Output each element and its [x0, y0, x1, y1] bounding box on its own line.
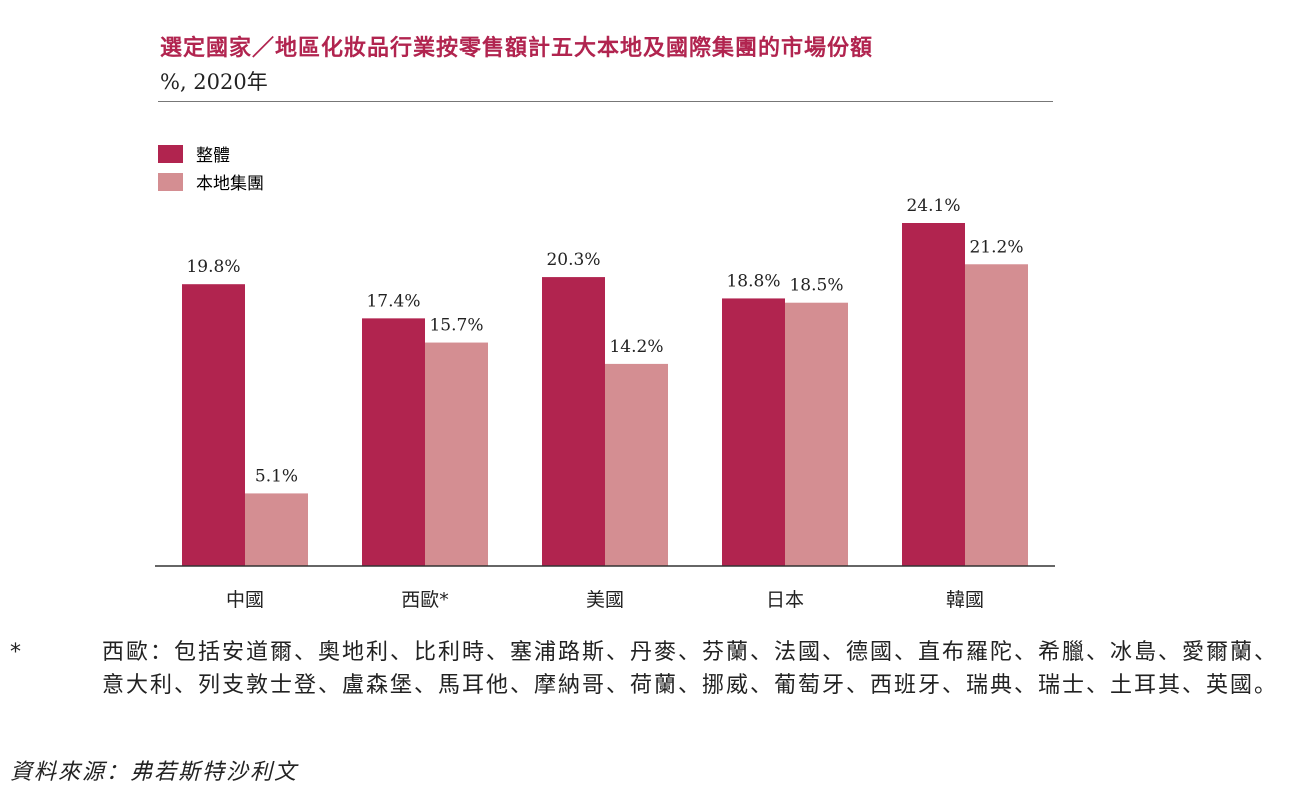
- x-tick-label: 西歐*: [401, 589, 449, 611]
- footnote: * 西歐：包括安道爾、奧地利、比利時、塞浦路斯、丹麥、芬蘭、法國、德國、直布羅陀…: [10, 636, 1290, 702]
- legend: 整體 本地集團: [158, 145, 264, 194]
- data-label: 24.1%: [906, 196, 960, 216]
- legend-swatch-local: [158, 173, 183, 191]
- bar-local: [245, 493, 308, 566]
- data-label: 19.8%: [186, 257, 240, 277]
- data-label: 18.5%: [789, 276, 843, 296]
- title-divider: [158, 101, 1053, 102]
- x-tick-label: 韓國: [946, 589, 984, 611]
- bars-group: 19.8% 5.1% 17.4% 15.7% 20.3% 14.2% 18.8% 18.5% 2…: [182, 196, 1028, 566]
- x-tick-label: 美國: [586, 589, 624, 611]
- source-note: 資料來源：弗若斯特沙利文: [10, 760, 299, 785]
- data-label: 5.1%: [255, 466, 298, 486]
- legend-label-overall: 整體: [196, 146, 230, 166]
- bar-local: [425, 342, 488, 566]
- bar-local: [965, 264, 1028, 566]
- x-tick-label: 日本: [766, 589, 804, 611]
- data-label: 15.7%: [429, 316, 483, 336]
- footnote-text: 西歐：包括安道爾、奧地利、比利時、塞浦路斯、丹麥、芬蘭、法國、德國、直布羅陀、希…: [102, 640, 1279, 698]
- data-label: 21.2%: [969, 237, 1023, 257]
- bar-local: [785, 302, 848, 566]
- data-label: 18.8%: [726, 271, 780, 291]
- bar-overall: [182, 284, 245, 566]
- chart-title: 選定國家／地區化妝品行業按零售額計五大本地及國際集團的市場份額: [160, 36, 874, 61]
- bar-overall: [362, 318, 425, 566]
- x-axis-labels: 中國 西歐* 美國 日本 韓國: [226, 589, 984, 611]
- bar-local: [605, 363, 668, 566]
- footnote-marker: *: [10, 640, 21, 665]
- data-label: 20.3%: [546, 250, 600, 270]
- bar-overall: [542, 277, 605, 566]
- legend-label-local: 本地集團: [196, 174, 264, 194]
- x-tick-label: 中國: [226, 589, 264, 611]
- bar-overall: [902, 223, 965, 566]
- legend-swatch-overall: [158, 145, 183, 163]
- data-label: 17.4%: [366, 291, 420, 311]
- bar-overall: [722, 298, 785, 566]
- chart-subtitle: %, 2020年: [160, 70, 268, 94]
- data-label: 14.2%: [609, 337, 663, 357]
- bar-chart: 整體 本地集團 19.8% 5.1% 17.4% 15.7% 20.3% 14.2% 18.…: [155, 145, 1055, 611]
